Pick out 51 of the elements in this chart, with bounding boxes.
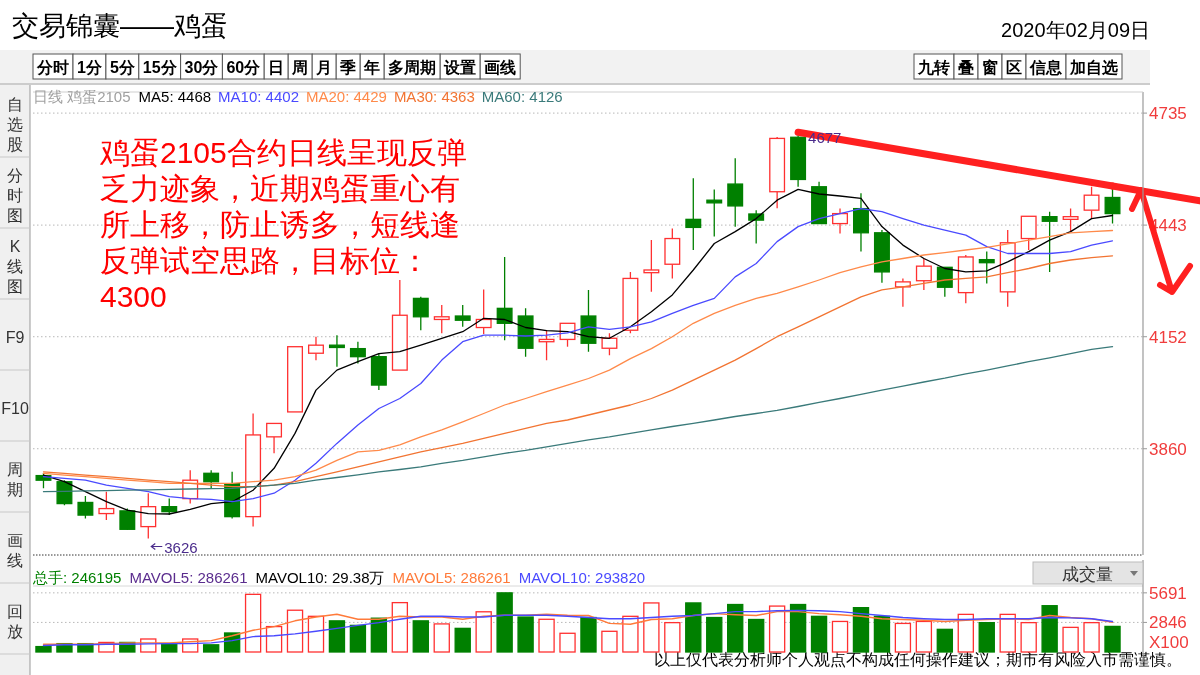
text: 60分 (226, 59, 262, 76)
annotation: 鸡蛋2105合约日线呈现反弹乏力迹象，近期鸡蛋重心有所上移，防止诱多，短线逢反弹试空思路，目标位：4300 (99, 136, 467, 313)
text: 成交量 (1061, 565, 1113, 584)
text: 九转 (917, 59, 950, 76)
text: 自选股 (7, 95, 23, 153)
text: 5分 (109, 59, 136, 76)
y-axis-title: X100 (1149, 633, 1189, 652)
text: 总手: 246195 (32, 569, 122, 586)
y-tick-label: 5691 (1149, 583, 1187, 603)
legend-title: 日线 鸡蛋2105 (33, 88, 131, 105)
text: 年 (363, 59, 381, 76)
chart-subtitle: 2020年02月09日 (1001, 19, 1150, 41)
text: 周 (291, 59, 309, 76)
text: 设置 (443, 59, 477, 76)
text: 季 (339, 59, 357, 76)
y-tick-label: 4152 (1149, 327, 1187, 347)
series-label: MAVOL5: 286261 (392, 569, 511, 586)
text: 回放 (7, 602, 23, 640)
text: 区 (1006, 59, 1022, 76)
y-tick-label: 2846 (1149, 613, 1187, 633)
text: F9 (5, 328, 25, 346)
y-tick-label: 3860 (1149, 439, 1187, 459)
text: MA20: 4429 (305, 88, 387, 105)
series-label: MAVOL10: 293820 (518, 569, 646, 586)
text: 画线 (7, 531, 23, 569)
text: K线图 (7, 237, 23, 295)
text: 加自选 (1069, 59, 1118, 76)
text: MA60: 4126 (481, 88, 563, 105)
text: 信息 (1029, 59, 1063, 76)
y-tick-label: 4735 (1149, 104, 1187, 124)
text: 窗 (982, 58, 998, 76)
text: 叠 (957, 59, 974, 76)
annotation: 3626 (164, 538, 198, 556)
annotation: 以上仅代表分析师个人观点不构成任何操作建议；期市有风险入市需谨慎。 (654, 651, 1182, 668)
chart-title: 交易锦囊——鸡蛋 (12, 11, 228, 41)
text: MA10: 4402 (218, 88, 299, 105)
text: MAVOL10: 29.38万 (255, 569, 385, 586)
text: 1分 (77, 59, 103, 76)
text: 画线 (484, 59, 517, 76)
text: 日 (268, 59, 285, 76)
text: 月 (315, 59, 333, 76)
text: 15分 (142, 59, 178, 76)
text: 30分 (184, 59, 220, 76)
text: MAVOL5: 286261 (129, 569, 248, 586)
text: 分时图 (7, 166, 23, 224)
text: 分时 (36, 59, 69, 76)
text: MA30: 4363 (393, 88, 475, 105)
text: 周期 (7, 460, 23, 498)
text: F10 (1, 399, 29, 417)
text: MA5: 4468 (138, 88, 212, 105)
text: 多周期 (388, 59, 437, 76)
